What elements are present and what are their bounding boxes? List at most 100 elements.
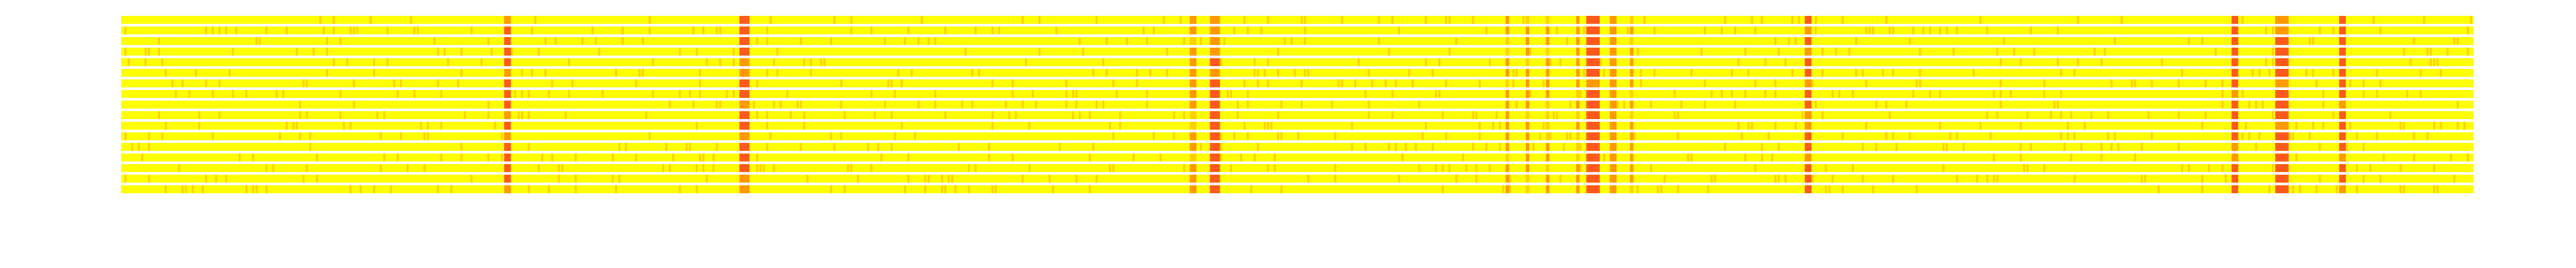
heatmap-cell (850, 26, 852, 34)
heatmap-cell (188, 90, 190, 98)
heatmap-row (121, 37, 2473, 45)
heatmap-cell (252, 185, 255, 193)
heatmap-cell (1909, 132, 1911, 140)
heatmap-cell (501, 154, 503, 161)
heatmap-cell (2332, 69, 2335, 77)
heatmap-cell (1690, 154, 1693, 161)
heatmap-cell (924, 185, 927, 193)
heatmap-cell (840, 101, 843, 109)
heatmap-hot-cell (1576, 132, 1580, 140)
heatmap-cell (2413, 154, 2415, 161)
heatmap-hot-cell (1804, 143, 1811, 151)
heatmap-cell (2147, 111, 2150, 119)
heatmap-cell (265, 185, 268, 193)
heatmap-cell (961, 101, 964, 109)
heatmap-cell (843, 111, 846, 119)
heatmap-cell (699, 154, 702, 161)
heatmap-cell (198, 111, 200, 119)
heatmap-hot-cell (2231, 175, 2239, 183)
heatmap-cell (370, 16, 372, 24)
heatmap-cell (2059, 90, 2063, 98)
heatmap-cell (191, 185, 194, 193)
heatmap-hot-cell (1630, 58, 1634, 66)
heatmap-cell (390, 185, 392, 193)
heatmap-hot-cell (1610, 132, 1617, 140)
heatmap-cell (1811, 79, 1814, 87)
heatmap-cell (1183, 111, 1185, 119)
heatmap-cell (823, 58, 826, 66)
heatmap-cell (1280, 132, 1283, 140)
heatmap-cell (1529, 90, 1532, 98)
heatmap-hot-cell (2231, 69, 2239, 77)
heatmap-cell (436, 185, 439, 193)
heatmap-cell (1438, 90, 1440, 98)
heatmap-cell (1277, 69, 1280, 77)
heatmap-hot-cell (1586, 69, 1600, 77)
heatmap-cell (2440, 69, 2442, 77)
heatmap-cell (380, 132, 382, 140)
heatmap-cell (1011, 154, 1014, 161)
heatmap-cell (245, 90, 248, 98)
heatmap-cell (1909, 37, 1911, 45)
heatmap-hot-cell (1189, 132, 1197, 140)
heatmap-cell (1388, 48, 1390, 56)
heatmap-hot-cell (2339, 48, 2346, 56)
heatmap-cell (1539, 132, 1542, 140)
heatmap-cell (2188, 37, 2190, 45)
heatmap-cell (2241, 132, 2244, 140)
heatmap-cell (732, 48, 735, 56)
heatmap-cell (440, 154, 442, 161)
heatmap-cell (1862, 175, 1864, 183)
heatmap-cell (165, 69, 167, 77)
heatmap-cell (1277, 48, 1280, 56)
heatmap-cell (2456, 122, 2459, 130)
heatmap-hot-cell (2339, 16, 2346, 24)
heatmap-hot-cell (1630, 90, 1634, 98)
heatmap-cell (1744, 48, 1747, 56)
heatmap-cell (1559, 58, 1561, 66)
heatmap-cell (790, 111, 792, 119)
heatmap-cell (520, 111, 523, 119)
heatmap-hot-cell (739, 164, 750, 172)
heatmap-cell (1891, 175, 1894, 183)
heatmap-cell (2100, 58, 2103, 66)
heatmap-hot-cell (1505, 175, 1509, 183)
heatmap-cell (1384, 79, 1387, 87)
heatmap-cell (1720, 26, 1723, 34)
heatmap-cell (1240, 154, 1243, 161)
heatmap-cell (1767, 132, 1770, 140)
heatmap-cell (1761, 16, 1763, 24)
heatmap-hot-cell (1610, 164, 1617, 172)
heatmap-cell (306, 79, 308, 87)
heatmap-cell (669, 101, 671, 109)
heatmap-cell (2453, 37, 2456, 45)
heatmap-cell (1394, 143, 1397, 151)
heatmap-cell (2221, 90, 2223, 98)
heatmap-cell (1922, 26, 1925, 34)
heatmap-cell (1105, 69, 1108, 77)
heatmap-hot-cell (739, 122, 750, 130)
heatmap-cell (672, 154, 675, 161)
heatmap-row (121, 79, 2473, 87)
heatmap-cell (1116, 90, 1118, 98)
heatmap-cell (2453, 175, 2456, 183)
heatmap-cell (1058, 143, 1061, 151)
heatmap-cell (1153, 26, 1155, 34)
heatmap-hot-cell (739, 175, 750, 183)
heatmap-cell (205, 175, 208, 183)
heatmap-cell (1774, 37, 1777, 45)
heatmap-cell (1391, 111, 1393, 119)
heatmap-cell (541, 154, 544, 161)
heatmap-cell (1650, 164, 1653, 172)
heatmap-hot-cell (2339, 122, 2346, 130)
heatmap-cell (1872, 185, 1874, 193)
heatmap-cell (1865, 79, 1868, 87)
heatmap-cell (1237, 101, 1239, 109)
heatmap-hot-cell (1210, 122, 1220, 130)
heatmap-cell (800, 143, 802, 151)
heatmap-cell (1704, 79, 1706, 87)
heatmap-cell (1354, 79, 1356, 87)
heatmap-cell (349, 185, 352, 193)
heatmap-cell (205, 26, 208, 34)
heatmap-cell (900, 79, 903, 87)
